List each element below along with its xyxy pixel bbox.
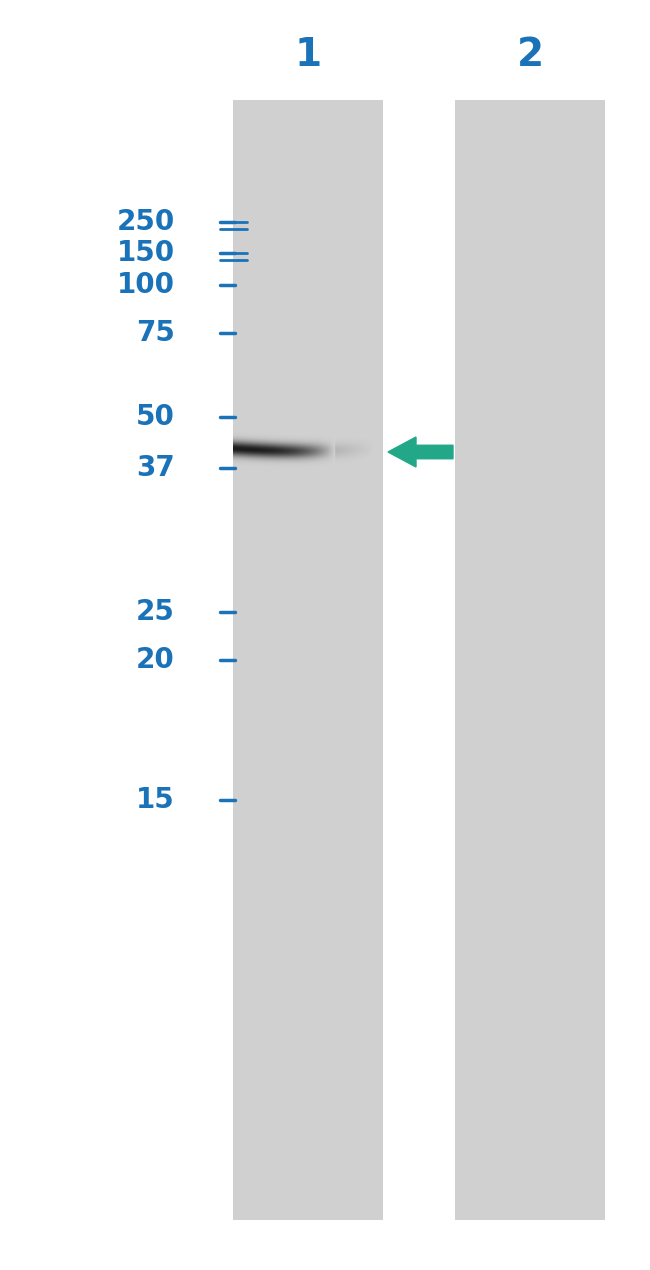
Text: 50: 50 — [136, 403, 175, 431]
FancyArrow shape — [388, 437, 453, 467]
Text: 20: 20 — [136, 646, 175, 674]
Text: 37: 37 — [136, 453, 175, 483]
Text: 150: 150 — [117, 239, 175, 267]
Text: 25: 25 — [136, 598, 175, 626]
Text: 15: 15 — [136, 786, 175, 814]
Text: 75: 75 — [136, 319, 175, 347]
Text: 100: 100 — [117, 271, 175, 298]
Bar — [455, 100, 605, 1220]
Text: 250: 250 — [117, 208, 175, 236]
Text: 2: 2 — [517, 36, 543, 74]
Bar — [233, 100, 383, 1220]
Text: 1: 1 — [294, 36, 322, 74]
